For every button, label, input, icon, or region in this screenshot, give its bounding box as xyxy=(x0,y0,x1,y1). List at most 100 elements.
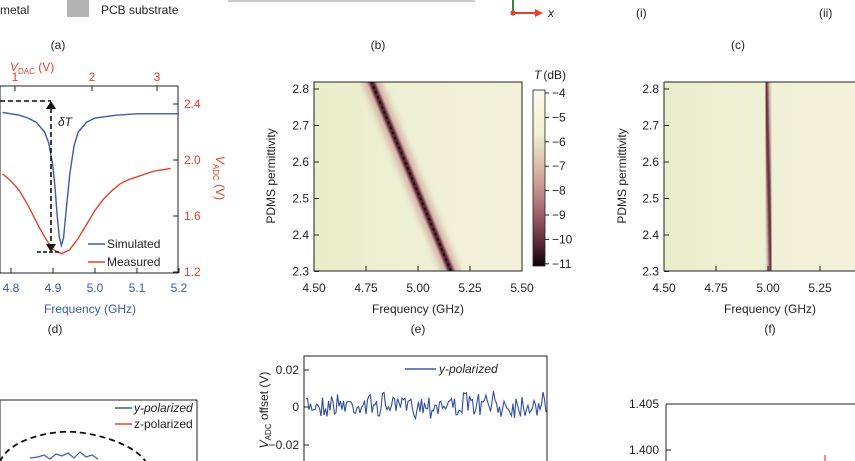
e-x-tick-label: 4.75 xyxy=(354,281,378,295)
axis-x-arrowhead xyxy=(535,9,543,17)
f-y-tick-label: 2.3 xyxy=(642,265,659,279)
colorbar-title: T (dB) xyxy=(534,68,566,82)
i-y-ticks: 1.405 1.400 xyxy=(629,397,671,457)
bottom-tick-label: 5.1 xyxy=(129,281,146,295)
panel-label-c-i: (i) xyxy=(636,6,647,20)
colorbar-ticks: −4 −5 −6 −7 −8 −9 −10 −11 xyxy=(545,86,573,271)
legend-substrate-swatch xyxy=(67,0,89,17)
panel-h-chart: VADC offset (V) 0.02 0 −0.02 y-polarized xyxy=(257,355,548,461)
h-y-tick-label: 0 xyxy=(292,400,299,414)
f-x-tick-label: 5.00 xyxy=(756,281,780,295)
bottom-tick-label: 4.9 xyxy=(45,281,62,295)
g-ellipse-dashed xyxy=(0,430,147,461)
right-tick-label: 2.4 xyxy=(184,97,201,111)
f-y-tick-label: 2.4 xyxy=(642,228,659,242)
right-tick-label: 1.6 xyxy=(184,209,201,223)
colorbar-tick-label: −6 xyxy=(552,135,566,149)
f-y-tick-label: 2.6 xyxy=(642,155,659,169)
panel-label-f: (f) xyxy=(764,322,775,336)
f-heatmap-background xyxy=(664,82,855,271)
panel-label-c: (c) xyxy=(731,38,745,52)
series-measured-line xyxy=(2,167,171,255)
top-tick-label: 1 xyxy=(12,70,19,84)
bottom-tick-label: 5.2 xyxy=(171,281,188,295)
legend-substrate-label: PCB substrate xyxy=(101,3,179,17)
panel-label-c-ii: (ii) xyxy=(819,6,832,20)
d-xlabel: Frequency (GHz) xyxy=(44,302,136,316)
panel-label-b: (b) xyxy=(371,38,386,52)
h-ylabel: VADC offset (V) xyxy=(257,372,273,449)
e-x-tick-label: 5.25 xyxy=(458,281,482,295)
colorbar-tick-label: −9 xyxy=(552,208,566,222)
colorbar-tick-label: −10 xyxy=(552,232,573,246)
panel-d-legend: Simulated Measured xyxy=(88,237,160,269)
g-frame xyxy=(0,399,198,461)
f-x-ticks: 4.50 4.75 5.00 5.25 xyxy=(652,266,832,295)
axis-x-label: x xyxy=(547,6,555,20)
e-ylabel: PDMS permittivity xyxy=(264,128,278,223)
e-x-ticks: 4.50 4.75 5.00 5.25 5.50 xyxy=(302,266,534,295)
f-x-tick-label: 5.25 xyxy=(808,281,832,295)
right-axis-title: VADC (V) xyxy=(211,156,227,200)
panel-label-e: (e) xyxy=(411,322,426,336)
e-y-tick-label: 2.4 xyxy=(292,228,309,242)
axis-origin-dot xyxy=(510,10,516,16)
series-simulated-line xyxy=(2,111,179,249)
panel-d-frame xyxy=(0,85,179,274)
f-y-tick-label: 2.8 xyxy=(642,82,659,96)
i-y-tick-label: 1.405 xyxy=(629,397,659,411)
legend-metal-label: metal xyxy=(0,3,29,17)
e-y-tick-label: 2.8 xyxy=(292,82,309,96)
i-y-tick-label: 1.400 xyxy=(629,443,659,457)
delta-t-annotation: δT xyxy=(0,100,74,253)
e-xlabel: Frequency (GHz) xyxy=(372,302,464,316)
legend-z-pol-label: z-polarized xyxy=(134,417,193,431)
panel-e-heatmap: PDMS permittivity 2.8 2.7 2.6 2.5 2.4 2.3 4.5… xyxy=(264,68,573,316)
h-y-pol-trace xyxy=(305,391,547,421)
bottom-tick-label: 5.0 xyxy=(87,281,104,295)
colorbar-tick-label: −4 xyxy=(552,86,566,100)
top-axis-title: VDAC (V) xyxy=(10,60,54,76)
f-x-tick-label: 4.50 xyxy=(652,281,676,295)
f-x-tick-label: 4.75 xyxy=(704,281,728,295)
panel-g-chart: y-polarized z-polarized xyxy=(0,399,198,461)
e-y-tick-label: 2.3 xyxy=(292,265,309,279)
top-tick-label: 2 xyxy=(89,70,96,84)
panel-f-heatmap: PDMS permittivity 2.8 2.7 2.6 2.5 2.4 2.3 4.5… xyxy=(615,81,855,316)
h-frame xyxy=(303,355,548,461)
e-y-tick-label: 2.7 xyxy=(292,119,309,133)
f-resonance-band xyxy=(764,82,773,271)
colorbar xyxy=(532,89,546,267)
bottom-axis-ticks: 4.8 4.9 5.0 5.1 5.2 xyxy=(3,268,188,295)
f-ylabel: PDMS permittivity xyxy=(615,128,629,223)
legend-y-pol-label: y-polarized xyxy=(133,401,193,415)
f-y-ticks: 2.8 2.7 2.6 2.5 2.4 2.3 xyxy=(642,82,669,279)
h-y-ticks: 0.02 0 −0.02 xyxy=(269,363,309,452)
right-tick-label: 1.2 xyxy=(184,265,201,279)
f-y-tick-label: 2.5 xyxy=(642,192,659,206)
g-y-pol-trace xyxy=(29,451,99,460)
axis-x-indicator: x xyxy=(510,0,555,20)
panel-label-d: (d) xyxy=(48,322,63,336)
colorbar-tick-label: −7 xyxy=(552,159,566,173)
h-y-tick-label: −0.02 xyxy=(269,438,300,452)
legend-measured-label: Measured xyxy=(107,255,160,269)
f-xlabel: Frequency (GHz) xyxy=(724,302,816,316)
e-y-tick-label: 2.6 xyxy=(292,155,309,169)
e-resonance-band xyxy=(368,82,455,271)
bottom-tick-label: 4.8 xyxy=(3,281,20,295)
e-y-tick-label: 2.5 xyxy=(292,192,309,206)
delta-t-arrow-down xyxy=(46,244,56,252)
top-tick-label: 3 xyxy=(154,70,161,84)
e-x-tick-label: 5.00 xyxy=(406,281,430,295)
e-x-tick-label: 5.50 xyxy=(510,281,534,295)
h-y-tick-label: 0.02 xyxy=(276,363,300,377)
top-axis-ticks: 1 2 3 xyxy=(12,70,161,91)
colorbar-tick-label: −11 xyxy=(552,257,572,271)
legend-top: metal PCB substrate xyxy=(0,0,179,17)
right-tick-label: 2.0 xyxy=(184,153,201,167)
colorbar-tick-label: −5 xyxy=(552,110,566,124)
delta-t-arrow-up xyxy=(46,101,56,109)
